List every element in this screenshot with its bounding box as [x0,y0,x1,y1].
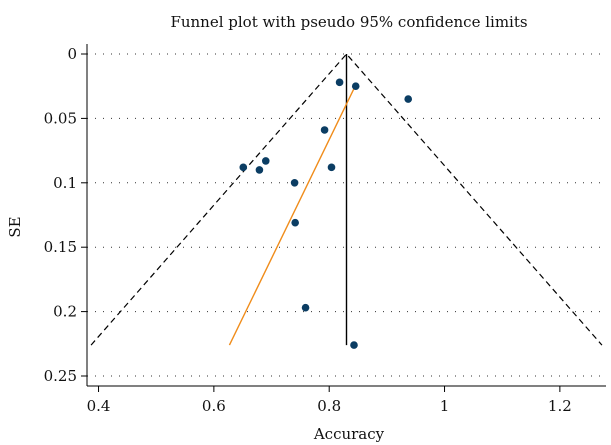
data-point [239,163,248,172]
data-point [290,179,299,187]
data-point [255,166,264,174]
data-point [320,126,329,134]
funnel-lines [90,53,603,346]
y-tick-label: 0.1 [53,174,77,192]
x-tick-label: 0.4 [87,397,111,415]
y-tick-label: 0.25 [44,367,77,385]
data-point [335,78,344,87]
x-tick-label: 1 [440,397,450,415]
data-points [239,78,413,349]
funnel-limit-lines [90,53,603,346]
y-axis-label: SE [6,216,24,237]
data-point [261,157,270,165]
x-tick-label: 1.2 [548,397,572,415]
chart-title: Funnel plot with pseudo 95% confidence l… [170,13,527,31]
y-tick-label: 0.05 [44,109,77,127]
axes: 0 0.05 0.1 0.15 0.2 0.25 0.4 0.6 0.8 1 1.2 [44,44,606,415]
data-point [404,95,413,103]
data-point [301,303,310,312]
x-tick-label: 0.6 [202,397,226,415]
data-point [351,82,360,90]
data-point [350,341,358,349]
y-tick-label: 0.15 [44,238,77,256]
regression-line [228,85,356,346]
y-tick-label: 0 [67,45,77,63]
gridlines [87,53,606,377]
y-tick-label: 0.2 [53,303,77,321]
x-axis-label: Accuracy [313,425,385,443]
data-point [327,163,336,172]
x-tick-label: 0.8 [317,397,341,415]
data-point [291,218,299,227]
